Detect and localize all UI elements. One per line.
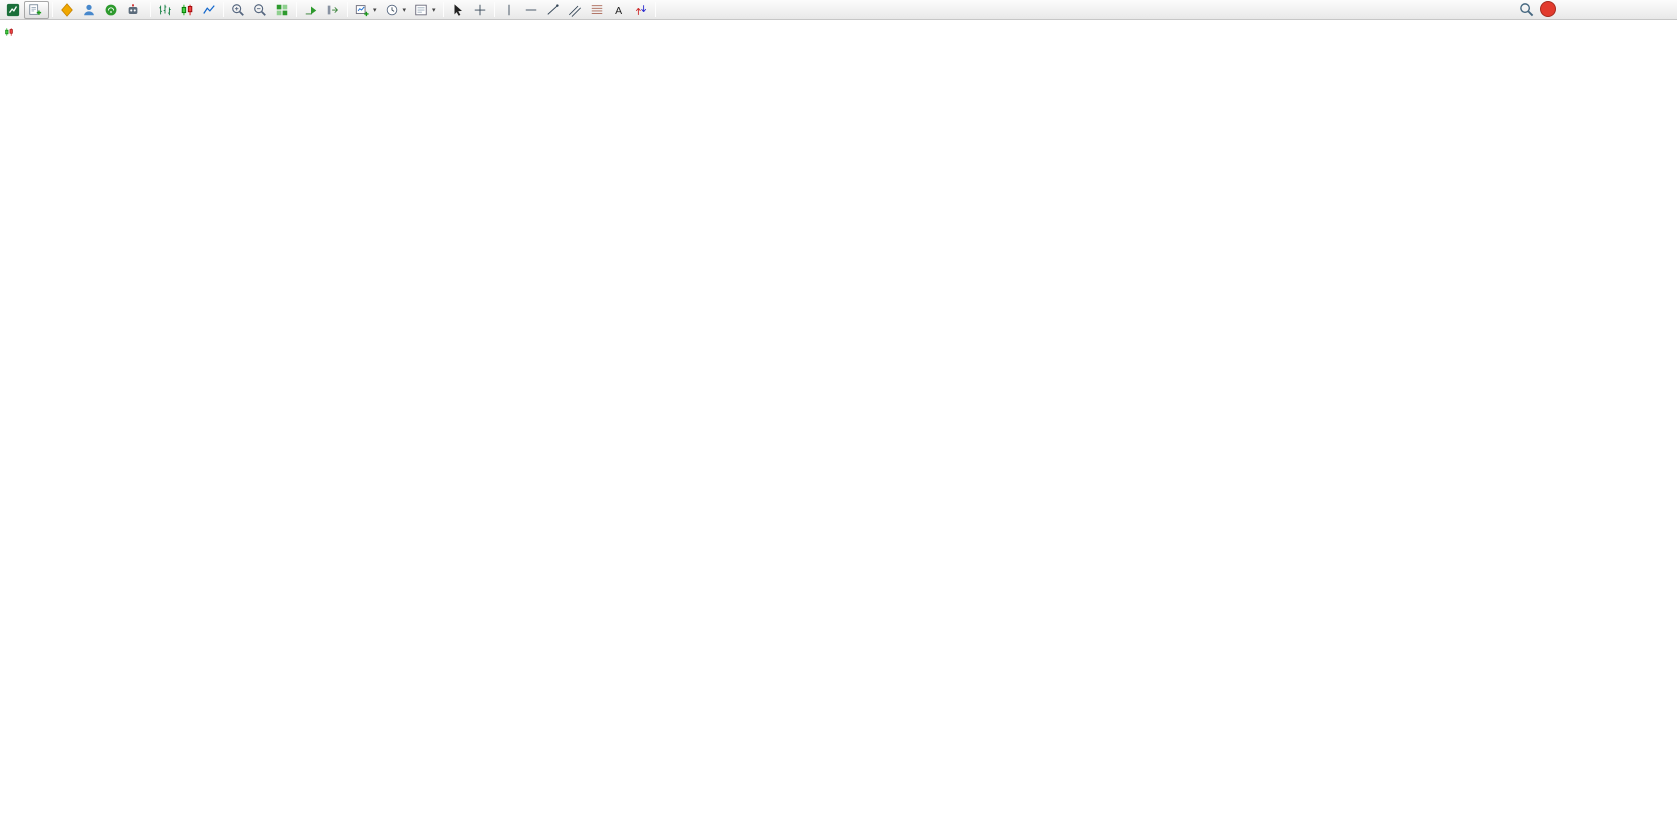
zoom-in-button[interactable] — [227, 1, 249, 19]
horizontal-line-tool-button[interactable] — [520, 1, 542, 19]
autotrading-robot-icon — [126, 3, 140, 17]
dropdown-caret-icon: ▾ — [432, 6, 436, 14]
tile-windows-icon — [275, 3, 289, 17]
zoom-out-button[interactable] — [249, 1, 271, 19]
toolbar-separator — [223, 2, 224, 17]
vertical-line-tool-button[interactable] — [498, 1, 520, 19]
chart-window-icon — [4, 27, 14, 37]
text-icon — [612, 3, 626, 17]
candlestick-chart-button[interactable] — [176, 1, 198, 19]
metaquotes-icon — [60, 3, 74, 17]
tile-windows-button[interactable] — [271, 1, 293, 19]
zoom-in-icon — [231, 3, 245, 17]
vertical-line-icon — [502, 3, 516, 17]
channel-tool-button[interactable] — [564, 1, 586, 19]
autotrading-button[interactable] — [122, 1, 147, 19]
toolbar-separator — [150, 2, 151, 17]
person-icon — [82, 3, 96, 17]
fibonacci-tool-button[interactable] — [586, 1, 608, 19]
line-chart-icon — [202, 3, 216, 17]
channel-icon — [568, 3, 582, 17]
app-icon-button[interactable] — [2, 1, 24, 19]
main-toolbar: ▾ ▾ ▾ — [0, 0, 1677, 20]
horizontal-line-icon — [524, 3, 538, 17]
search-icon[interactable] — [1519, 2, 1534, 17]
chart-shift-button[interactable] — [322, 1, 344, 19]
notification-badge[interactable] — [1541, 2, 1555, 16]
crosshair-icon — [473, 3, 487, 17]
signal-icon — [104, 3, 118, 17]
toolbar-separator — [654, 2, 656, 17]
toolbar-separator — [442, 2, 444, 17]
chart-shift-icon — [326, 3, 340, 17]
toolbar-separator — [493, 2, 495, 17]
template-icon — [414, 3, 428, 17]
metaquotes-button[interactable] — [56, 1, 78, 19]
new-chart-icon — [355, 3, 369, 17]
candlestick-icon — [180, 3, 194, 17]
new-chart-button[interactable]: ▾ — [351, 1, 381, 19]
text-tool-button[interactable] — [608, 1, 630, 19]
community-button[interactable] — [78, 1, 100, 19]
crosshair-tool-button[interactable] — [469, 1, 491, 19]
bar-chart-button[interactable] — [154, 1, 176, 19]
clock-icon — [385, 3, 399, 17]
dropdown-caret-icon: ▾ — [402, 6, 407, 14]
line-chart-button[interactable] — [198, 1, 220, 19]
new-order-button[interactable] — [24, 0, 49, 19]
toolbar-separator — [296, 2, 297, 17]
zoom-out-icon — [253, 3, 267, 17]
auto-scroll-button[interactable] — [300, 1, 322, 19]
trendline-tool-button[interactable] — [542, 1, 564, 19]
cursor-icon — [451, 3, 465, 17]
bar-chart-icon — [158, 3, 172, 17]
fibonacci-icon — [590, 3, 604, 17]
templates-button[interactable]: ▾ — [410, 1, 440, 19]
dropdown-caret-icon: ▾ — [373, 6, 377, 14]
trendline-icon — [546, 3, 560, 17]
signals-button[interactable] — [100, 1, 122, 19]
new-order-icon — [28, 3, 42, 17]
arrows-tool-button[interactable] — [630, 1, 652, 19]
cursor-tool-button[interactable] — [447, 1, 469, 19]
toolbar-separator — [52, 2, 53, 17]
arrows-icon — [634, 3, 648, 17]
app-icon — [6, 3, 20, 17]
auto-scroll-icon — [304, 3, 318, 17]
periodicity-button[interactable]: ▾ — [381, 1, 411, 19]
chart-title — [16, 27, 22, 38]
toolbar-separator — [347, 2, 348, 17]
